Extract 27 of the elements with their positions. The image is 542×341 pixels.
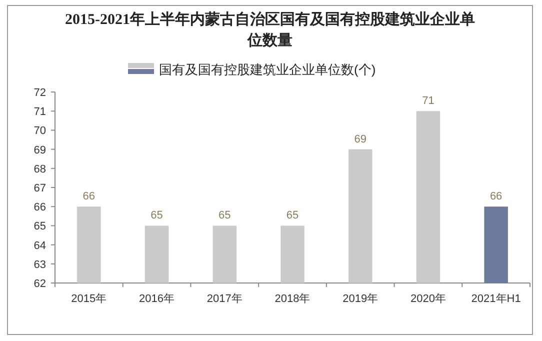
y-tick-label: 64 [34, 240, 46, 252]
y-tick-label: 68 [34, 163, 46, 176]
data-label: 71 [422, 95, 434, 108]
y-tick-label: 67 [34, 182, 46, 194]
x-tick-label: 2016年 [139, 293, 175, 305]
x-tick-label: 2017年 [206, 293, 242, 305]
y-tick-label: 66 [34, 202, 46, 214]
x-tick-label: 2019年 [342, 293, 378, 305]
data-label: 65 [150, 210, 163, 222]
x-tick-label: 2020年 [410, 293, 446, 305]
y-tick-label: 63 [34, 258, 46, 271]
legend-label: 国有及国有控股建筑业企业单位数(个) [159, 62, 376, 77]
x-tick-label: 2018年 [274, 293, 310, 305]
data-label: 69 [354, 133, 366, 146]
chart-title: 2015-2021年上半年内蒙古自治区国有及国有控股建筑业企业单位数量 [64, 10, 476, 51]
y-tick-label: 65 [34, 220, 46, 233]
y-tick-label: 71 [34, 106, 46, 118]
y-tick-label: 62 [34, 278, 46, 290]
data-label: 65 [286, 210, 299, 222]
x-tick-label: 2015年 [71, 293, 107, 305]
y-tick-label: 70 [34, 125, 46, 138]
data-label: 65 [218, 210, 231, 222]
data-label: 66 [82, 190, 96, 203]
y-tick-label: 69 [34, 144, 46, 156]
data-label: 66 [490, 190, 502, 203]
x-tick-label: 2021年H1 [471, 293, 521, 305]
y-tick-label: 72 [34, 87, 46, 99]
